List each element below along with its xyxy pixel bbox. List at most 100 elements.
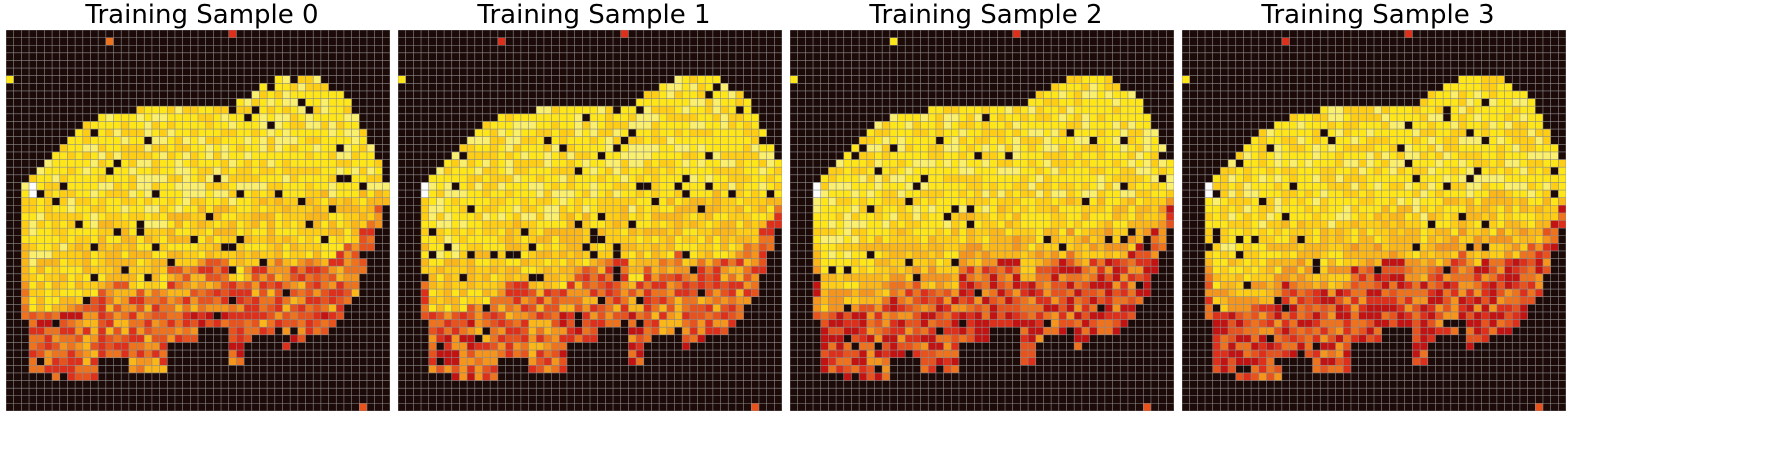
heatmap-cell: [1074, 304, 1082, 312]
heatmap-cell: [1335, 205, 1344, 213]
heatmap-cell: [1127, 289, 1136, 297]
heatmap-cell: [897, 281, 906, 290]
heatmap-cell: [1005, 250, 1013, 259]
heatmap-cell: [320, 289, 329, 297]
heatmap-cell: [843, 235, 852, 244]
heatmap-cell: [1012, 174, 1021, 183]
heatmap-cell: [813, 182, 821, 191]
heatmap-cell: [997, 174, 1006, 183]
heatmap-cell: [1043, 304, 1052, 312]
heatmap-cell: [843, 357, 852, 366]
heatmap-cell: [1127, 205, 1136, 213]
heatmap-cell: [1089, 243, 1098, 251]
heatmap-cell: [605, 304, 614, 312]
heatmap-cell: [843, 182, 852, 191]
heatmap-cell: [144, 220, 152, 229]
heatmap-cell: [1074, 334, 1082, 343]
heatmap-cell: [636, 121, 644, 130]
heatmap-cell: [1051, 250, 1059, 259]
heatmap-cell: [1089, 281, 1098, 290]
heatmap-cell: [712, 289, 721, 297]
heatmap-cell: [997, 106, 1006, 114]
heatmap-cell: [1005, 311, 1013, 320]
heatmap-cell: [758, 182, 767, 191]
heatmap-cell: [897, 220, 906, 229]
heatmap-cell: [674, 304, 683, 312]
heatmap-cell: [958, 243, 967, 251]
heatmap-cell: [167, 266, 175, 274]
heatmap-cell: [459, 212, 468, 221]
heatmap-cell: [297, 220, 306, 229]
heatmap-cell: [559, 365, 567, 373]
heatmap-cell: [651, 266, 660, 274]
heatmap-cell: [1127, 296, 1136, 305]
heatmap-cell: [1243, 212, 1252, 221]
heatmap-cell: [297, 190, 306, 198]
heatmap-cell: [1228, 212, 1236, 221]
heatmap-cell: [566, 281, 575, 290]
heatmap-cell: [98, 197, 106, 206]
heatmap-cell: [482, 197, 491, 206]
heatmap-cell: [828, 296, 837, 305]
heatmap-cell: [128, 136, 137, 145]
heatmap-cell: [859, 190, 867, 198]
heatmap-cell: [467, 167, 475, 175]
heatmap-cell: [1104, 220, 1113, 229]
heatmap-cell: [1005, 243, 1013, 251]
heatmap-cell: [820, 365, 829, 373]
heatmap-cell: [1381, 243, 1390, 251]
heatmap-cell: [659, 296, 667, 305]
heatmap-cell: [751, 250, 759, 259]
heatmap-cell: [836, 220, 844, 229]
heatmap-cell: [29, 319, 37, 328]
heatmap-cell: [1150, 243, 1159, 251]
heatmap-cell: [67, 334, 76, 343]
heatmap-cell: [459, 289, 468, 297]
heatmap-cell: [974, 266, 982, 274]
heatmap-cell: [643, 174, 652, 183]
heatmap-cell: [497, 37, 506, 46]
heatmap-cell: [997, 258, 1006, 267]
heatmap-cell: [343, 273, 352, 282]
heatmap-cell: [920, 235, 929, 244]
heatmap-cell: [859, 174, 867, 183]
heatmap-cell: [666, 121, 675, 130]
heatmap-cell: [989, 266, 998, 274]
heatmap-cell: [951, 159, 959, 168]
heatmap-cell: [328, 304, 337, 312]
heatmap-cell: [735, 281, 744, 290]
heatmap-cell: [928, 357, 936, 366]
heatmap-cell: [697, 159, 706, 168]
heatmap-cell: [1266, 159, 1275, 168]
heatmap-cell: [1412, 205, 1421, 213]
heatmap-cell: [543, 113, 552, 122]
heatmap-cell: [1135, 129, 1144, 137]
heatmap-cell: [497, 228, 506, 236]
heatmap-cell: [436, 281, 445, 290]
heatmap-cell: [1220, 205, 1229, 213]
heatmap-cell: [935, 212, 944, 221]
heatmap-cell: [751, 151, 759, 160]
heatmap-cell: [59, 228, 68, 236]
heatmap-cell: [813, 197, 821, 206]
heatmap-cell: [1397, 205, 1405, 213]
heatmap-cell: [643, 327, 652, 335]
heatmap-cell: [351, 182, 360, 191]
heatmap-cell: [274, 113, 283, 122]
heatmap-cell: [905, 144, 913, 152]
heatmap-cell: [613, 197, 621, 206]
heatmap-cell: [651, 174, 660, 183]
heatmap-cell: [1035, 167, 1044, 175]
heatmap-cell: [490, 319, 498, 328]
heatmap-cell: [1481, 121, 1490, 130]
heatmap-cell: [828, 304, 837, 312]
heatmap-cell: [543, 258, 552, 267]
heatmap-cell: [689, 258, 698, 267]
heatmap-cell: [1205, 250, 1213, 259]
heatmap-cell: [728, 258, 736, 267]
heatmap-cell: [474, 258, 483, 267]
heatmap-cell: [259, 113, 268, 122]
heatmap-cell: [1266, 220, 1275, 229]
heatmap-cell: [467, 319, 475, 328]
heatmap-cell: [21, 190, 30, 198]
